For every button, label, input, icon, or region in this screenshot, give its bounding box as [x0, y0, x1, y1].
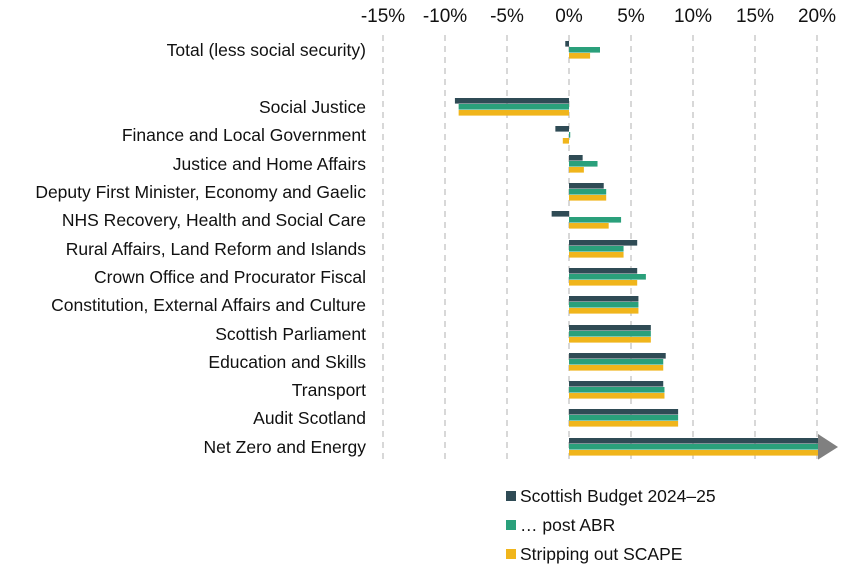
legend-swatch	[506, 491, 516, 501]
bar	[569, 167, 584, 173]
category-label: Social Justice	[259, 97, 366, 117]
bar	[569, 325, 651, 331]
legend-label: Scottish Budget 2024–25	[520, 486, 716, 506]
x-tick-label: 20%	[798, 6, 836, 27]
bar	[569, 195, 607, 201]
bar	[569, 280, 638, 286]
bar	[569, 381, 664, 387]
bar	[569, 387, 665, 393]
bar	[569, 274, 646, 280]
x-axis-tick-labels: -15% -10% -5% 0% 5% 10% 15% 20%	[361, 6, 836, 27]
bar	[569, 337, 651, 343]
category-label: NHS Recovery, Health and Social Care	[62, 210, 366, 230]
bar	[569, 53, 591, 59]
bar	[458, 110, 569, 116]
bar	[569, 421, 679, 427]
x-tick-label: -5%	[490, 6, 524, 27]
bar	[458, 104, 569, 110]
x-tick-label: 0%	[555, 6, 583, 27]
bar	[569, 252, 624, 258]
bar	[565, 41, 569, 47]
category-label: Justice and Home Affairs	[173, 154, 366, 174]
category-label: Audit Scotland	[253, 408, 366, 428]
bar	[569, 268, 638, 274]
bar	[569, 353, 666, 359]
category-label: Transport	[292, 380, 366, 400]
category-labels: Total (less social security) Social Justi…	[35, 40, 366, 457]
bar	[569, 415, 679, 421]
bar	[569, 438, 818, 444]
legend-swatch	[506, 549, 516, 559]
bar	[569, 155, 583, 161]
legend-swatch	[506, 520, 516, 530]
bar	[569, 331, 651, 337]
bar	[569, 246, 624, 252]
bar	[569, 47, 600, 53]
x-tick-label: 15%	[736, 6, 774, 27]
bar	[569, 296, 639, 302]
bar	[569, 365, 664, 371]
legend-label: Stripping out SCAPE	[520, 544, 682, 564]
bar	[569, 183, 604, 189]
category-label: Scottish Parliament	[215, 324, 366, 344]
bar	[569, 132, 571, 138]
bar	[555, 126, 569, 132]
category-label: Constitution, External Affairs and Cultu…	[51, 295, 366, 315]
category-label: Net Zero and Energy	[204, 437, 367, 457]
bar	[569, 393, 665, 399]
x-tick-label: 10%	[674, 6, 712, 27]
bar	[569, 302, 639, 308]
x-tick-label: -10%	[423, 6, 467, 27]
x-tick-label: 5%	[617, 6, 645, 27]
category-label: Finance and Local Government	[122, 125, 366, 145]
bar	[569, 359, 664, 365]
bars	[454, 41, 838, 460]
category-label: Crown Office and Procurator Fiscal	[94, 267, 366, 287]
bar	[569, 308, 639, 314]
category-label: Total (less social security)	[167, 40, 366, 60]
legend-label: … post ABR	[520, 515, 615, 535]
bar	[569, 189, 607, 195]
bar	[569, 240, 638, 246]
category-label: Education and Skills	[208, 352, 366, 372]
overflow-arrow	[818, 434, 838, 460]
category-label: Rural Affairs, Land Reform and Islands	[66, 239, 367, 259]
x-tick-label: -15%	[361, 6, 405, 27]
bar	[569, 450, 818, 456]
bar	[569, 161, 598, 167]
bar	[551, 211, 569, 217]
bar	[569, 223, 609, 229]
bar	[569, 444, 818, 450]
bar	[562, 138, 569, 144]
bar	[454, 98, 569, 104]
category-label: Deputy First Minister, Economy and Gaeli…	[35, 182, 366, 202]
bar	[569, 409, 679, 415]
legend: Scottish Budget 2024–25 … post ABR Strippi…	[506, 486, 716, 564]
bar	[569, 217, 622, 223]
